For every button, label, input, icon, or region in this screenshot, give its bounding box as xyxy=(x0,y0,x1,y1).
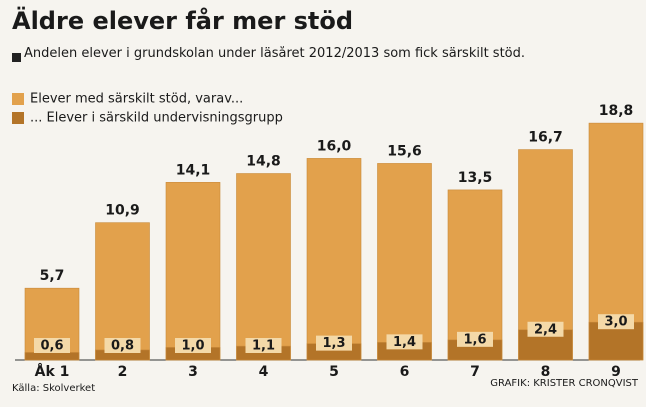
value-label-box xyxy=(104,338,141,353)
value-label: 15,6 xyxy=(387,143,422,159)
x-tick-label: 8 xyxy=(541,364,551,380)
chart-title: Äldre elever får mer stöd xyxy=(12,6,353,35)
value-label-box xyxy=(34,338,70,353)
sub-value-label: 1,0 xyxy=(181,339,204,354)
legend-swatch xyxy=(12,112,24,124)
legend-label: ... Elever i särskild undervisningsgrupp xyxy=(30,111,283,126)
value-label-box xyxy=(527,321,564,337)
x-tick-label: 2 xyxy=(118,364,128,380)
x-tick-label: 7 xyxy=(470,364,480,380)
value-label: 14,1 xyxy=(176,162,211,178)
bar xyxy=(306,158,362,361)
value-label: 16,7 xyxy=(528,130,563,146)
value-label-box xyxy=(598,314,634,330)
bar xyxy=(447,189,503,361)
x-tick-label: 6 xyxy=(400,364,410,380)
credit: GRAFIK: KRISTER CRONQVIST xyxy=(490,378,639,389)
bar xyxy=(377,163,432,361)
sub-value-label: 0,8 xyxy=(111,339,134,354)
value-label-box xyxy=(386,334,423,350)
legend-label: Elever med särskilt stöd, varav... xyxy=(30,92,243,107)
value-label-box xyxy=(175,338,211,353)
x-tick-label: 4 xyxy=(259,364,269,380)
value-label: 14,8 xyxy=(246,154,281,170)
sub-value-label: 3,0 xyxy=(604,315,627,330)
subtitle-box: Andelen elever i grundskolan under läsår… xyxy=(24,46,526,61)
bar xyxy=(95,222,150,361)
x-tick-label: Åk 1 xyxy=(35,363,70,380)
x-tick-label: 9 xyxy=(611,364,621,380)
x-tick-label: 5 xyxy=(329,364,339,380)
value-label-box xyxy=(245,338,282,353)
value-label: 5,7 xyxy=(40,268,65,284)
value-label: 18,8 xyxy=(599,103,634,119)
sub-value-label: 2,4 xyxy=(534,322,557,337)
subtitle-bullet xyxy=(12,53,21,62)
bar xyxy=(236,173,291,361)
chart-subtitle: Andelen elever i grundskolan under läsår… xyxy=(24,46,526,61)
value-label-box xyxy=(316,335,352,351)
sub-value-label: 0,6 xyxy=(40,339,63,354)
value-label: 16,0 xyxy=(317,138,352,154)
value-label-box xyxy=(457,331,493,347)
sub-value-label: 1,6 xyxy=(463,332,486,347)
sub-bar xyxy=(24,352,80,361)
x-tick-label: 3 xyxy=(188,364,198,380)
source: Källa: Skolverket xyxy=(12,383,95,394)
sub-value-label: 1,4 xyxy=(393,335,416,350)
legend-swatch xyxy=(12,93,24,105)
bar xyxy=(165,182,221,361)
value-label: 10,9 xyxy=(105,203,140,219)
value-label: 13,5 xyxy=(458,170,493,186)
sub-value-label: 1,1 xyxy=(252,339,275,354)
sub-value-label: 1,3 xyxy=(322,336,345,351)
